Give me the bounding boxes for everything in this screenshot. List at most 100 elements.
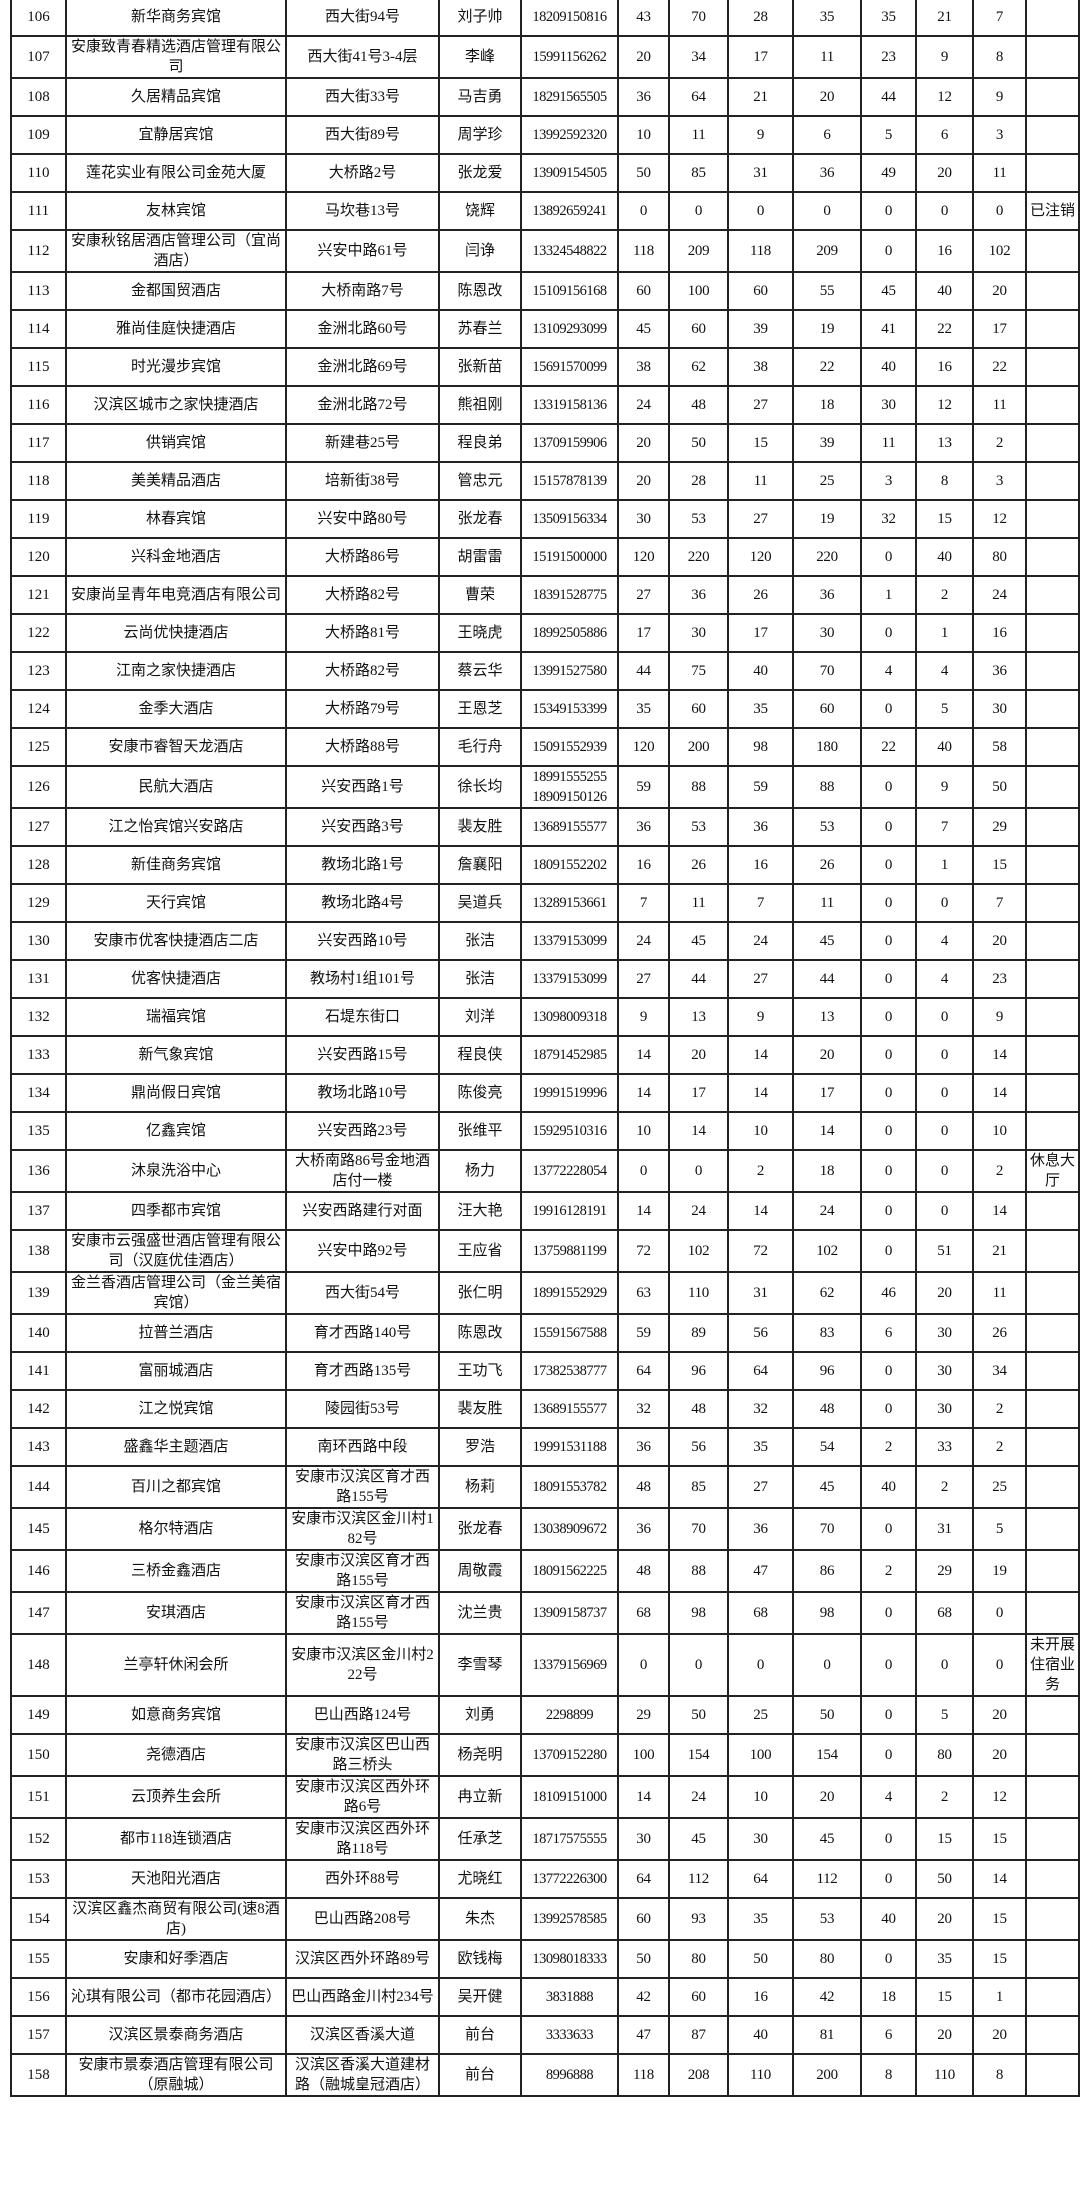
count-6-cell: 0	[915, 1035, 974, 1075]
phone-cell: 15091552939	[520, 727, 619, 767]
hotel-name-cell: 江南之家快捷酒店	[65, 651, 287, 691]
hotel-name-cell: 金都国贸酒店	[65, 271, 287, 311]
contact-person-cell: 王恩芝	[438, 689, 522, 729]
contact-person-cell: 张洁	[438, 959, 522, 999]
table-row: 115 时光漫步宾馆 金洲北路69号 张新苗 15691570099 38 62 38 22 40…	[10, 347, 1080, 387]
count-2-cell: 0	[668, 1149, 729, 1193]
count-1-cell: 120	[617, 727, 670, 767]
count-3-cell: 17	[727, 35, 794, 79]
row-number-cell: 154	[10, 1897, 67, 1941]
contact-person-cell: 尤晓红	[438, 1859, 522, 1899]
count-3-cell: 30	[727, 1817, 794, 1861]
remark-cell	[1025, 727, 1080, 767]
count-6-cell: 12	[915, 385, 974, 425]
table-row: 118 美美精品酒店 培新街38号 管忠元 15157878139 20 28 11 25 3 8 3	[10, 461, 1080, 501]
count-1-cell: 36	[617, 77, 670, 117]
count-1-cell: 72	[617, 1229, 670, 1273]
address-cell: 安康市汉滨区育才西路155号	[285, 1591, 440, 1635]
count-1-cell: 118	[617, 229, 670, 273]
count-7-cell: 11	[972, 153, 1027, 193]
phone-cell: 18291565505	[520, 77, 619, 117]
row-number-cell: 115	[10, 347, 67, 387]
count-2-cell: 48	[668, 1389, 729, 1429]
phone-cell: 15157878139	[520, 461, 619, 501]
address-cell: 金洲北路60号	[285, 309, 440, 349]
count-3-cell: 27	[727, 959, 794, 999]
count-4-cell: 98	[792, 1591, 862, 1635]
count-2-cell: 87	[668, 2015, 729, 2055]
count-6-cell: 4	[915, 651, 974, 691]
hotel-name-cell: 兰亭轩休闲会所	[65, 1633, 287, 1697]
table-row: 131 优客快捷酒店 教场村1组101号 张洁 13379153099 27 44 27 44 0…	[10, 959, 1080, 999]
hotel-name-cell: 时光漫步宾馆	[65, 347, 287, 387]
row-number-cell: 126	[10, 765, 67, 809]
row-number-cell: 127	[10, 807, 67, 847]
row-number-cell: 141	[10, 1351, 67, 1391]
contact-person-cell: 张维平	[438, 1111, 522, 1151]
count-5-cell: 0	[860, 1507, 917, 1551]
address-cell: 巴山西路124号	[285, 1695, 440, 1735]
count-1-cell: 0	[617, 1149, 670, 1193]
count-2-cell: 11	[668, 883, 729, 923]
count-3-cell: 24	[727, 921, 794, 961]
row-number-cell: 153	[10, 1859, 67, 1899]
address-cell: 安康市汉滨区育才西路155号	[285, 1549, 440, 1593]
phone-cell: 8996888	[520, 2053, 619, 2097]
address-cell: 大桥路81号	[285, 613, 440, 653]
hotel-name-cell: 金兰香酒店管理公司（金兰美宿宾馆）	[65, 1271, 287, 1315]
contact-person-cell: 李雪琴	[438, 1633, 522, 1697]
hotel-name-cell: 亿鑫宾馆	[65, 1111, 287, 1151]
count-5-cell: 0	[860, 1733, 917, 1777]
contact-person-cell: 管忠元	[438, 461, 522, 501]
phone-cell: 13992592320	[520, 115, 619, 155]
count-3-cell: 10	[727, 1111, 794, 1151]
contact-person-cell: 罗浩	[438, 1427, 522, 1467]
phone-cell: 13909158737	[520, 1591, 619, 1635]
address-cell: 西大街33号	[285, 77, 440, 117]
remark-cell	[1025, 1939, 1080, 1979]
count-1-cell: 14	[617, 1191, 670, 1231]
hotel-name-cell: 如意商务宾馆	[65, 1695, 287, 1735]
count-2-cell: 17	[668, 1073, 729, 1113]
row-number-cell: 156	[10, 1977, 67, 2017]
count-5-cell: 0	[860, 689, 917, 729]
count-1-cell: 63	[617, 1271, 670, 1315]
count-7-cell: 12	[972, 499, 1027, 539]
address-cell: 西大街89号	[285, 115, 440, 155]
count-2-cell: 36	[668, 575, 729, 615]
hotel-name-cell: 云顶养生会所	[65, 1775, 287, 1819]
count-4-cell: 53	[792, 807, 862, 847]
contact-person-cell: 李峰	[438, 35, 522, 79]
contact-person-cell: 蔡云华	[438, 651, 522, 691]
count-2-cell: 53	[668, 499, 729, 539]
contact-person-cell: 汪大艳	[438, 1191, 522, 1231]
count-3-cell: 31	[727, 1271, 794, 1315]
phone-cell: 17382538777	[520, 1351, 619, 1391]
count-6-cell: 30	[915, 1351, 974, 1391]
count-5-cell: 30	[860, 385, 917, 425]
count-6-cell: 2	[915, 1465, 974, 1509]
remark-cell	[1025, 651, 1080, 691]
count-5-cell: 0	[860, 1633, 917, 1697]
count-3-cell: 56	[727, 1313, 794, 1353]
count-1-cell: 48	[617, 1549, 670, 1593]
count-4-cell: 42	[792, 1977, 862, 2017]
remark-cell	[1025, 1191, 1080, 1231]
hotel-name-cell: 友林宾馆	[65, 191, 287, 231]
count-4-cell: 83	[792, 1313, 862, 1353]
count-2-cell: 200	[668, 727, 729, 767]
count-4-cell: 112	[792, 1859, 862, 1899]
count-6-cell: 2	[915, 1775, 974, 1819]
address-cell: 兴安中路92号	[285, 1229, 440, 1273]
count-1-cell: 30	[617, 1817, 670, 1861]
count-7-cell: 15	[972, 1939, 1027, 1979]
table-row: 119 林春宾馆 兴安中路80号 张龙春 13509156334 30 53 27 19 32 15…	[10, 499, 1080, 539]
count-7-cell: 19	[972, 1549, 1027, 1593]
phone-cell: 13109293099	[520, 309, 619, 349]
hotel-name-cell: 新华商务宾馆	[65, 0, 287, 37]
count-3-cell: 47	[727, 1549, 794, 1593]
count-1-cell: 120	[617, 537, 670, 577]
row-number-cell: 110	[10, 153, 67, 193]
remark-cell	[1025, 2015, 1080, 2055]
count-6-cell: 0	[915, 1633, 974, 1697]
